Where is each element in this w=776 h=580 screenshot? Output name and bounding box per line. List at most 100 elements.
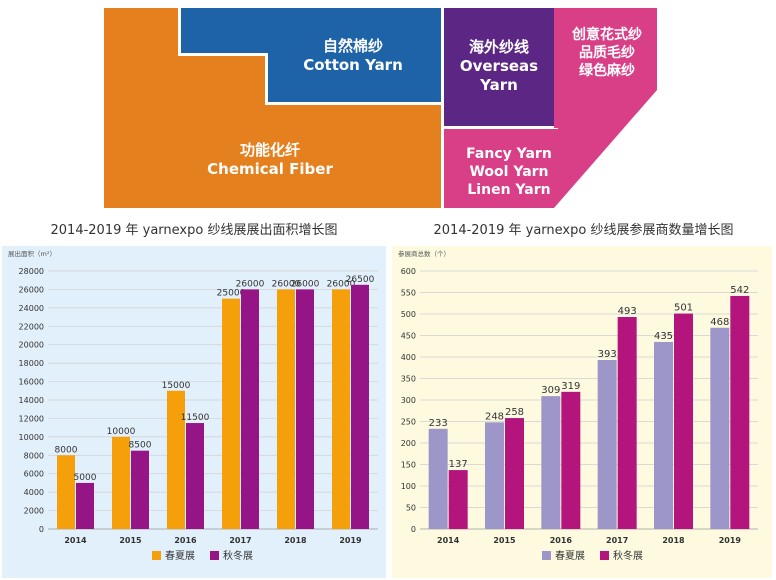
x-tick-label: 2019 — [719, 536, 742, 545]
chemical-label: 功能化纤 Chemical Fiber — [180, 141, 360, 179]
legend-swatch — [542, 551, 551, 560]
bar-value-label: 8500 — [129, 441, 152, 451]
y-tick-label: 350 — [401, 375, 416, 384]
bar-value-label: 542 — [730, 285, 749, 296]
bar-value-label: 248 — [485, 411, 504, 422]
x-tick-label: 2019 — [339, 536, 362, 545]
bar-value-label: 258 — [505, 407, 524, 418]
chemical-label-en: Chemical Fiber — [207, 160, 333, 178]
cotton-label-en: Cotton Yarn — [303, 56, 403, 74]
x-tick-label: 2017 — [229, 536, 251, 545]
fancy-label-en3: Linen Yarn — [467, 182, 551, 198]
bar-value-label: 435 — [654, 331, 673, 342]
fancy-label-zh3: 绿色麻纱 — [579, 63, 635, 79]
y-tick-label: 300 — [401, 396, 416, 405]
bar — [485, 422, 504, 529]
bar — [351, 284, 369, 529]
legend-label: 春夏展 — [555, 550, 585, 562]
y-tick-label: 16000 — [19, 378, 44, 387]
bar — [597, 360, 617, 529]
bar — [112, 436, 130, 529]
y-tick-label: 2000 — [24, 507, 44, 516]
y-tick-label: 12000 — [19, 414, 44, 423]
fancy-label-zh1: 创意花式纱 — [572, 27, 642, 43]
bar-value-label: 393 — [598, 349, 617, 360]
bar — [654, 341, 673, 529]
bar — [428, 428, 448, 529]
y-tick-label: 20000 — [19, 341, 44, 350]
bar-value-label: 493 — [618, 306, 637, 317]
y-tick-label: 450 — [401, 332, 416, 341]
bar-value-label: 26500 — [346, 275, 375, 285]
bar-value-label: 501 — [674, 303, 693, 314]
bar — [296, 289, 314, 529]
overseas-yarn-block — [444, 8, 554, 126]
x-tick-label: 2015 — [119, 536, 142, 545]
x-tick-label: 2016 — [174, 536, 197, 545]
fancy-label-en1: Fancy Yarn — [466, 146, 552, 162]
bar — [76, 482, 94, 529]
x-tick-label: 2016 — [550, 536, 573, 545]
bar — [505, 418, 524, 529]
bar — [222, 298, 240, 529]
bar-value-label: 26000 — [327, 279, 356, 289]
fancy-label-en: Fancy Yarn Wool Yarn Linen Yarn — [446, 145, 572, 199]
y-tick-label: 4000 — [24, 488, 44, 497]
bar-value-label: 137 — [449, 459, 468, 470]
fancy-yarn-lower-block — [444, 90, 657, 208]
bar — [241, 289, 259, 529]
chemical-label-zh: 功能化纤 — [239, 141, 300, 159]
x-tick-label: 2017 — [606, 536, 628, 545]
bar — [277, 289, 295, 529]
y-tick-label: 26000 — [19, 285, 44, 294]
y-axis-label: 展出面积（m²） — [8, 249, 56, 258]
category-graphic: 自然棉纱 Cotton Yarn 功能化纤 Chemical Fiber 海外纱… — [0, 0, 776, 210]
bar — [561, 391, 581, 529]
bar — [710, 327, 730, 529]
y-tick-label: 22000 — [19, 322, 44, 331]
fancy-label-zh: 创意花式纱 品质毛纱 绿色麻纱 — [557, 26, 657, 80]
bar-value-label: 309 — [541, 385, 560, 396]
y-axis-label: 参展商总数（个） — [398, 249, 450, 258]
y-tick-label: 0 — [39, 525, 44, 534]
bar-value-label: 468 — [710, 317, 729, 328]
x-tick-label: 2018 — [284, 536, 307, 545]
bar-value-label: 26000 — [291, 279, 320, 289]
area-growth-chart: 展出面积（m²） 0 2000 4000 6000 8000 10000 12000 14000… — [2, 246, 386, 578]
chemical-fiber-block — [104, 8, 441, 208]
overseas-label-en1: Overseas — [459, 57, 539, 75]
legend-label: 秋冬展 — [613, 549, 643, 562]
y-tick-label: 550 — [401, 289, 416, 298]
y-tick-label: 200 — [401, 439, 416, 448]
bar — [131, 450, 149, 529]
y-tick-label: 28000 — [19, 267, 44, 276]
bar — [617, 317, 637, 529]
legend-swatch — [600, 551, 609, 560]
cotton-yarn-block — [181, 8, 441, 102]
y-tick-label: 50 — [406, 504, 416, 513]
exhibitor-chart-title: 2014-2019 年 yarnexpo 纱线展参展商数量增长图 — [433, 223, 734, 238]
cotton-label: 自然棉纱 Cotton Yarn — [268, 37, 438, 75]
bar — [186, 423, 204, 529]
bar — [674, 313, 693, 529]
bar-value-label: 11500 — [181, 413, 210, 423]
y-tick-label: 150 — [401, 461, 416, 470]
y-tick-label: 24000 — [19, 304, 44, 313]
y-tick-label: 400 — [401, 353, 416, 362]
bar — [167, 390, 185, 529]
category-graphic-shapes — [104, 8, 657, 208]
area-chart-title: 2014-2019 年 yarnexpo 纱线展展出面积增长图 — [50, 223, 338, 238]
bar-value-label: 319 — [561, 381, 580, 392]
legend-label: 秋冬展 — [223, 549, 253, 562]
bar — [57, 455, 75, 529]
legend-label: 春夏展 — [165, 550, 195, 562]
overseas-label-zh: 海外纱线 — [468, 38, 529, 56]
cotton-label-zh: 自然棉纱 — [322, 37, 383, 55]
y-tick-label: 8000 — [24, 451, 44, 460]
fancy-label-en2: Wool Yarn — [469, 164, 549, 180]
fancy-label-zh2: 品质毛纱 — [579, 45, 635, 61]
bar — [332, 289, 350, 529]
overseas-label-en2: Yarn — [480, 76, 518, 94]
y-tick-label: 6000 — [24, 470, 44, 479]
bar — [541, 396, 561, 529]
